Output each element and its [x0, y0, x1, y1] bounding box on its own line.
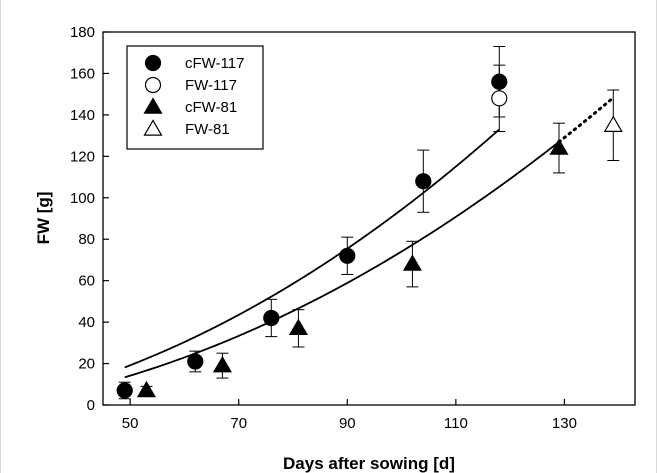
y-axis-ticks: 0 20 40 60 80 100 120 140 160 180: [70, 24, 109, 414]
data-point-cfw-81: [288, 318, 308, 336]
x-tick-label: 110: [444, 415, 468, 432]
legend-label-cfw-81: cFW-81: [185, 99, 237, 116]
y-tick-label: 40: [78, 314, 95, 331]
y-tick-label: 140: [70, 107, 95, 124]
x-tick-label: 90: [339, 415, 356, 432]
y-tick-label: 80: [78, 231, 95, 248]
legend-marker-cfw-117: [144, 54, 162, 72]
data-point-cfw-81: [402, 254, 422, 271]
legend-label-fw-117: FW-117: [185, 77, 237, 94]
legend: cFW-117 FW-117 cFW-81 FW-81: [126, 45, 264, 150]
legend-marker-fw-117: [144, 76, 162, 94]
y-tick-label: 100: [70, 190, 95, 207]
data-point-fw-117: [491, 90, 508, 107]
data-point-cfw-117: [187, 353, 204, 370]
data-point-cfw-81: [212, 355, 232, 373]
legend-items: cFW-117 FW-117 cFW-81 FW-81: [143, 54, 244, 138]
y-tick-label: 20: [78, 356, 95, 373]
data-markers: [116, 73, 623, 399]
x-tick-label: 70: [230, 415, 247, 432]
data-point-cfw-81: [549, 138, 569, 155]
data-point-cfw-117: [339, 247, 356, 264]
data-point-cfw-117: [415, 173, 432, 190]
x-tick-label: 130: [552, 415, 577, 432]
data-point-fw-81: [603, 115, 623, 132]
fit-curves: [124, 96, 615, 379]
y-tick-label: 180: [70, 24, 95, 41]
data-point-cfw-81: [136, 380, 156, 398]
legend-marker-fw-81: [143, 119, 163, 136]
fit-extrapolation: [557, 96, 615, 144]
x-axis-ticks: 50 70 90 110 130: [122, 399, 577, 432]
data-point-cfw-117: [263, 309, 280, 327]
legend-label-fw-81: FW-81: [185, 121, 230, 138]
legend-marker-cfw-81: [143, 97, 163, 114]
data-point-cfw-117: [116, 382, 133, 399]
y-axis-title: FW [g]: [34, 192, 53, 245]
y-tick-label: 120: [70, 148, 95, 165]
y-tick-label: 160: [70, 65, 95, 82]
data-point-cfw-117: [491, 73, 508, 90]
plot-frame: [102, 31, 636, 406]
x-axis-title: Days after sowing [d]: [283, 454, 455, 473]
x-tick-label: 50: [122, 415, 139, 432]
fit-curve: [124, 141, 560, 379]
y-tick-label: 0: [87, 397, 95, 414]
legend-label-cfw-117: cFW-117: [185, 55, 244, 72]
fit-curve: [124, 128, 500, 369]
y-tick-label: 60: [78, 273, 95, 290]
